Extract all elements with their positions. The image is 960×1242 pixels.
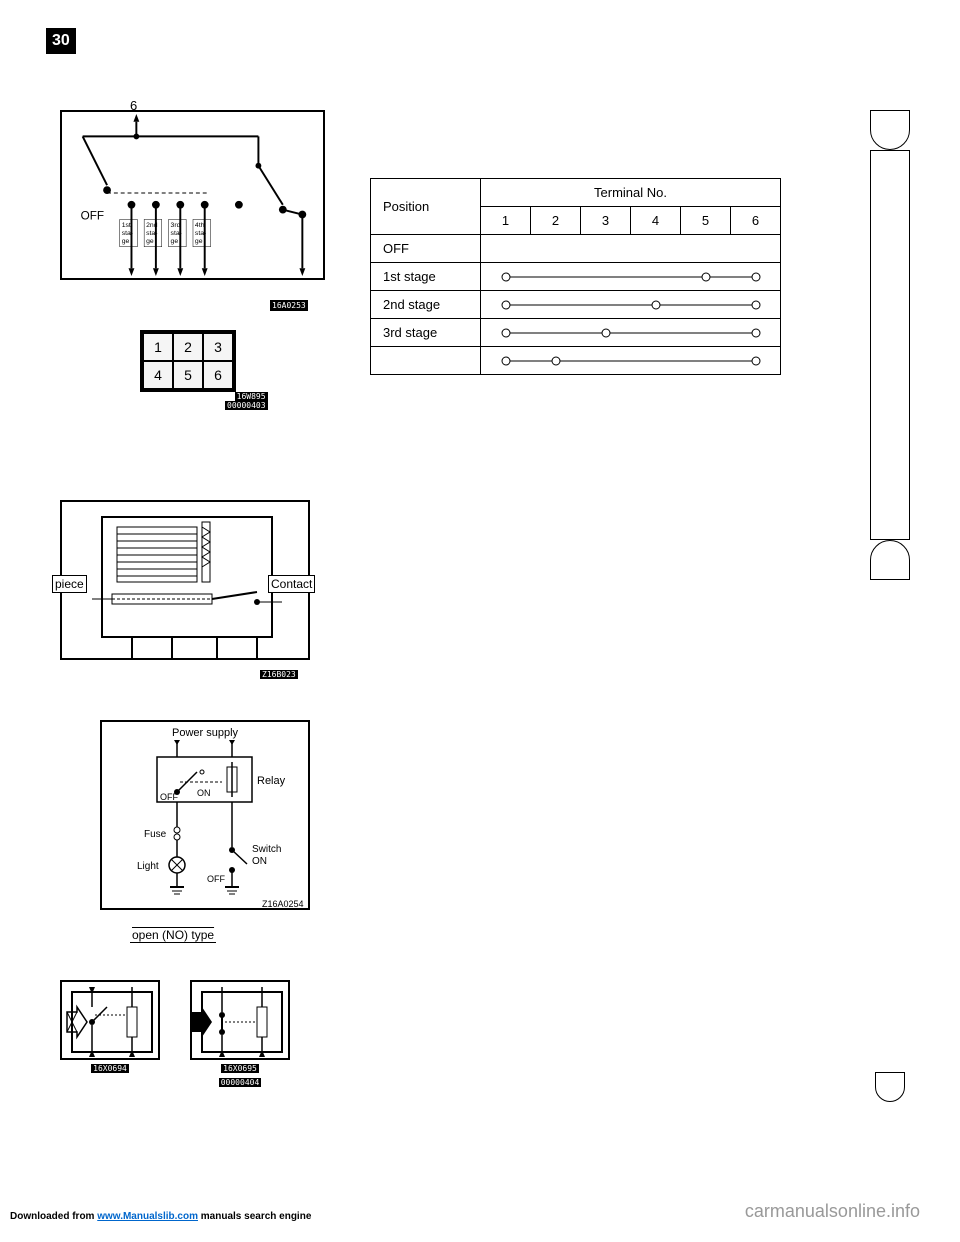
svg-text:2nd: 2nd [146,222,158,229]
table-row: 3rd stage [371,319,781,347]
sym-ref-right-1: 16X0695 [221,1064,259,1073]
page-number: 30 [46,28,76,54]
svg-text:4th: 4th [195,222,205,229]
svg-text:ge: ge [195,238,203,245]
terminal-ref-codes: 16W895 00000403 [225,392,268,410]
relay-circuit-diagram: Power supply Relay ON OFF Fuse Light [100,720,310,910]
col-6: 6 [731,207,781,235]
pin-2: 2 [173,333,203,361]
svg-text:OFF: OFF [207,874,225,884]
relay-struct-ref: Z16B023 [260,670,298,679]
svg-text:ge: ge [122,238,130,245]
svg-text:Light: Light [137,861,159,872]
footer-attribution: Downloaded from www.Manualslib.com manua… [10,1211,311,1222]
svg-text:Power supply: Power supply [172,727,239,739]
contact-label: Contact [268,575,315,593]
svg-text:OFF: OFF [160,792,178,802]
piece-label: piece [52,575,87,593]
col-1: 1 [481,207,531,235]
svg-text:Switch: Switch [252,844,281,855]
binding-strip [870,150,910,540]
col-2: 2 [531,207,581,235]
pin-4: 4 [143,361,173,389]
svg-text:OFF: OFF [81,209,104,222]
relay-symbol-deenergized [60,980,160,1060]
svg-text:Fuse: Fuse [144,829,167,840]
table-row: OFF [371,235,781,263]
table-row [371,347,781,375]
pin-6: 6 [203,361,233,389]
col-4: 4 [631,207,681,235]
binding-hole-icon [870,110,910,150]
table-row: 2nd stage [371,291,781,319]
continuity-table: Position Terminal No. 1 2 3 4 5 6 OFF 1s… [370,178,781,375]
svg-text:3rd: 3rd [171,222,181,229]
svg-text:Z16A0254: Z16A0254 [262,899,304,909]
svg-text:ON: ON [252,856,267,867]
col-5: 5 [681,207,731,235]
col-3: 3 [581,207,631,235]
switch-wiring-diagram: OFF 1ststa-ge 2ndsta-ge 3rdsta-ge 4thsta… [60,110,325,280]
pin-5: 5 [173,361,203,389]
svg-text:sta-: sta- [146,230,157,237]
relay-symbol-energized [190,980,290,1060]
sym-ref-left: 16X0694 [91,1064,129,1073]
svg-text:sta-: sta- [171,230,182,237]
binding-hole-icon [875,1072,905,1102]
sym-ref-right-2: 00000404 [219,1078,262,1087]
terminal-pin-box: 1 2 3 4 5 6 [140,330,236,392]
binding-hole-icon [870,540,910,580]
svg-text:ge: ge [146,238,154,245]
relay-symbol-boxes: 16X0694 16X0695 00000404 [60,980,290,1088]
svg-text:sta-: sta- [195,230,206,237]
switch-ref-code: 16A0253 [270,300,308,311]
watermark: carmanualsonline.info [745,1201,920,1222]
svg-text:ON: ON [197,788,211,798]
svg-text:1st: 1st [122,222,131,229]
no-type-label: open (NO) type [130,928,216,943]
svg-text:sta-: sta- [122,230,133,237]
svg-text:ge: ge [171,238,179,245]
svg-text:Relay: Relay [257,775,286,787]
table-row: 1st stage [371,263,781,291]
position-header: Position [371,179,481,235]
pin-3: 3 [203,333,233,361]
terminal-header: Terminal No. [481,179,781,207]
manualslib-link[interactable]: www.Manualslib.com [97,1211,198,1222]
pin-1: 1 [143,333,173,361]
